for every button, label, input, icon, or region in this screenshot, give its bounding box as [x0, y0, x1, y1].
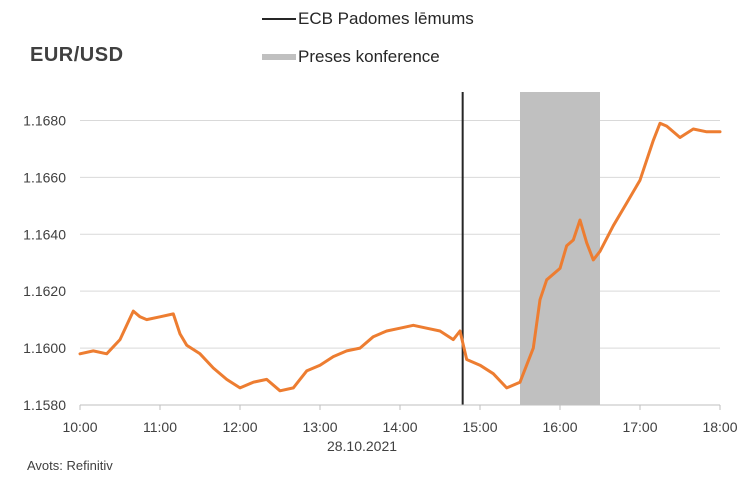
data-point [132, 309, 135, 313]
x-tick-label: 17:00 [622, 419, 657, 435]
data-point [278, 389, 282, 392]
data-point [265, 378, 268, 381]
data-point [158, 315, 162, 318]
x-tick-label: 14:00 [382, 419, 417, 435]
data-point [458, 329, 462, 333]
data-point [538, 298, 542, 301]
data-point [545, 278, 548, 281]
data-point [385, 329, 388, 333]
data-point [665, 124, 668, 128]
data-point [625, 201, 628, 205]
x-tick-label: 18:00 [702, 419, 737, 435]
data-point [478, 363, 482, 367]
x-tick-label: 13:00 [302, 419, 337, 435]
data-point [292, 386, 295, 390]
chart-title: EUR/USD [30, 44, 124, 66]
y-tick-labels: 1.1580 1.1600 1.1620 1.1640 1.1660 1.1680 [23, 112, 66, 413]
data-point [452, 338, 455, 341]
legend-item-press: Preses konference [262, 46, 440, 68]
data-point [118, 338, 122, 341]
data-point [358, 346, 362, 350]
data-point [412, 324, 415, 327]
eurusd-series-line [78, 121, 722, 393]
data-point [212, 366, 215, 370]
legend-band-swatch [262, 54, 296, 60]
x-tick-label: 16:00 [542, 419, 577, 435]
data-point [372, 335, 375, 338]
data-point [105, 352, 108, 355]
data-point [198, 352, 202, 355]
data-point [692, 127, 695, 131]
data-point [658, 122, 662, 125]
data-point [252, 381, 255, 384]
data-point [92, 349, 95, 353]
data-point [578, 218, 582, 222]
data-point [705, 130, 708, 134]
source-note: Avots: Refinitiv [27, 458, 113, 473]
x-tick-labels: 10:00 11:00 12:00 13:00 14:00 15:00 16:00 17:00… [62, 419, 737, 435]
data-point [305, 369, 308, 373]
data-point [518, 381, 522, 384]
y-tick-label: 1.1580 [23, 397, 66, 413]
legend-label-press: Preses konference [298, 47, 440, 66]
data-point [185, 344, 188, 347]
data-point [438, 329, 442, 333]
y-tick-label: 1.1640 [23, 226, 66, 242]
y-tick-label: 1.1680 [23, 112, 66, 128]
x-tick-label: 15:00 [462, 419, 497, 435]
data-point [238, 386, 242, 390]
data-point [598, 250, 602, 253]
data-point [492, 372, 495, 375]
data-point [318, 363, 322, 367]
legend-label-decision: ECB Padomes lēmums [298, 9, 474, 28]
data-point [225, 378, 228, 381]
data-point [585, 241, 588, 245]
data-point [398, 326, 402, 330]
data-point [465, 358, 468, 361]
legend-line-swatch [262, 18, 296, 20]
data-point [718, 130, 722, 134]
data-point [678, 136, 682, 139]
series-layer [78, 121, 722, 393]
data-point [592, 258, 595, 262]
y-tick-label: 1.1660 [23, 169, 66, 185]
y-tick-label: 1.1600 [23, 340, 66, 356]
x-tick-label: 10:00 [62, 419, 97, 435]
data-point [505, 386, 508, 390]
data-point [178, 332, 182, 336]
data-point [345, 349, 348, 353]
press-conference-band [520, 92, 600, 405]
x-tick-label: 12:00 [222, 419, 257, 435]
data-point [332, 355, 335, 358]
data-point [572, 238, 575, 242]
axis-layer [79, 404, 721, 410]
data-point [425, 326, 428, 330]
data-point [532, 346, 535, 350]
y-tick-label: 1.1620 [23, 283, 66, 299]
data-point [172, 312, 175, 316]
data-point [612, 224, 615, 227]
data-point [145, 318, 148, 321]
data-point [558, 267, 562, 270]
grid-lines [80, 119, 720, 349]
data-point [565, 244, 568, 247]
data-point [638, 179, 642, 182]
x-axis-date-label: 28.10.2021 [327, 438, 397, 454]
data-point [652, 139, 655, 142]
legend-item-decision: ECB Padomes lēmums [262, 8, 474, 30]
data-point [78, 352, 82, 355]
press-conference-band-layer [520, 92, 600, 405]
data-point [138, 315, 142, 318]
x-tick-label: 11:00 [143, 419, 177, 435]
